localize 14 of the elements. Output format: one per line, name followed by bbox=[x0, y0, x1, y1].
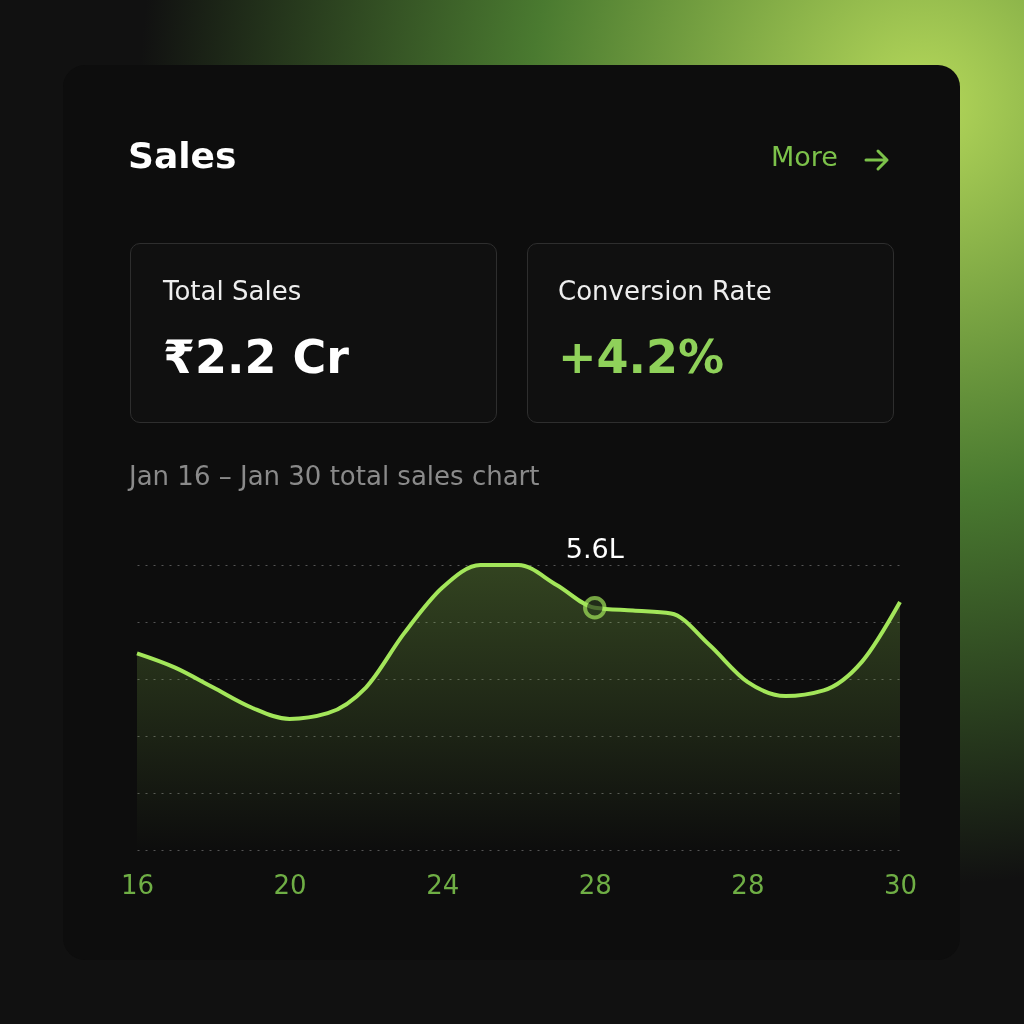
text: Total Sales bbox=[163, 276, 302, 306]
x-tick-label: 28 bbox=[731, 869, 765, 900]
x-tick-label: 16 bbox=[120, 869, 155, 900]
x-tick-label: 24 bbox=[426, 869, 460, 900]
x-tick-label: 30 bbox=[883, 869, 918, 900]
chart-subtitle: Jan 16 – Jan 30 total sales chart bbox=[129, 461, 540, 491]
annotation: 5.6L bbox=[565, 532, 624, 564]
x-tick-label: 28 bbox=[578, 869, 612, 900]
text: +4.2% bbox=[558, 330, 725, 384]
x-tick-label: 20 bbox=[273, 869, 307, 900]
text: Conversion Rate bbox=[558, 276, 772, 306]
chart-title: Sales bbox=[128, 135, 237, 176]
text: More bbox=[771, 141, 838, 172]
text: ₹2.2 Cr bbox=[163, 330, 349, 384]
